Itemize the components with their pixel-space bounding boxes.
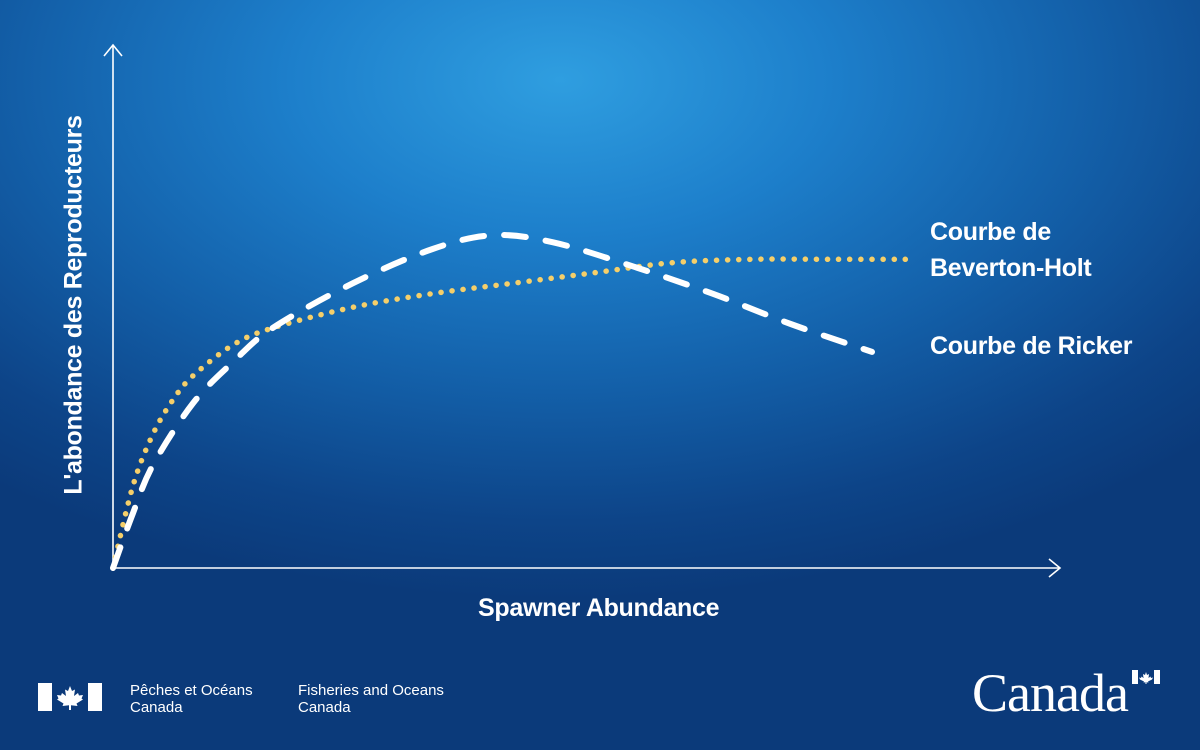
series-label-ricker: Courbe de Ricker (930, 332, 1133, 360)
department-name-french-line2: Canada (130, 699, 183, 716)
y-axis (103, 43, 123, 568)
canada-flag-icon (38, 683, 102, 711)
series-line-ricker (110, 232, 875, 571)
department-name-english-line2: Canada (298, 699, 351, 716)
x-axis-label: Spawner Abundance (478, 594, 720, 622)
wordmark-flag-icon (1132, 670, 1160, 684)
series-line-beverton-holt (110, 256, 915, 571)
department-name-french: Pêches et Océans Canada (130, 682, 290, 716)
series-layer (110, 232, 915, 571)
department-name-english: Fisheries and Oceans Canada (298, 682, 478, 716)
x-axis (113, 558, 1062, 578)
department-name-french-line1: Pêches et Océans (130, 682, 253, 699)
department-name-english-line1: Fisheries and Oceans (298, 682, 444, 699)
y-axis-label: L'abondance des Reproducteurs (59, 115, 88, 495)
series-label-beverton-holt: Courbe de Beverton-Holt (930, 218, 1092, 282)
canada-wordmark: Canada (972, 663, 1129, 723)
